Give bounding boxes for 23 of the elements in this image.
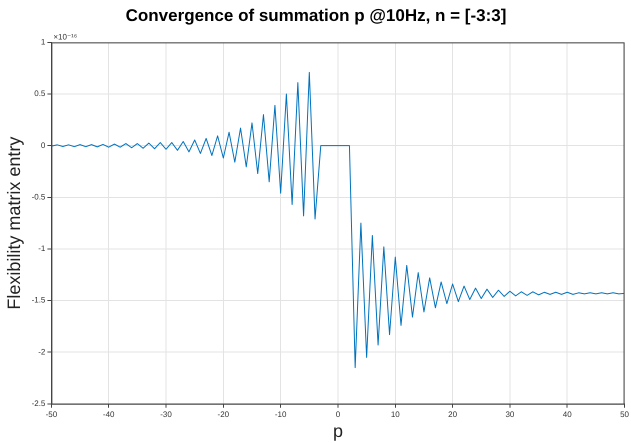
y-tick-label: -2	[38, 347, 46, 356]
chart-title: Convergence of summation p @10Hz, n = [-3:3]	[126, 6, 506, 25]
x-tick-label: 10	[390, 410, 400, 419]
y-axis-title: Flexibility matrix entry	[4, 136, 24, 310]
y-tick-label: 1	[40, 38, 46, 47]
y-tick-label: -2.5	[32, 399, 46, 408]
y-tick-label: 0.5	[34, 89, 46, 98]
x-tick-label: 0	[336, 410, 341, 419]
y-tick-label: -1	[38, 244, 46, 254]
x-tick-label: -40	[102, 410, 116, 419]
x-tick-label: -10	[274, 410, 287, 419]
x-tick-label: 20	[448, 410, 458, 419]
y-tick-label: -1.5	[32, 296, 46, 305]
x-tick-label: 30	[505, 410, 515, 419]
x-axis-title: p	[332, 421, 343, 442]
y-tick-label: -0.5	[32, 192, 46, 202]
x-tick-label: -30	[160, 410, 172, 419]
y-tick-label: 0	[40, 140, 46, 150]
x-tick-label: -50	[46, 410, 58, 419]
x-tick-label: -20	[218, 410, 230, 419]
text: ×10⁻¹⁶	[53, 32, 78, 42]
x-tick-label: 50	[620, 410, 630, 419]
x-tick-label: 40	[562, 410, 572, 419]
